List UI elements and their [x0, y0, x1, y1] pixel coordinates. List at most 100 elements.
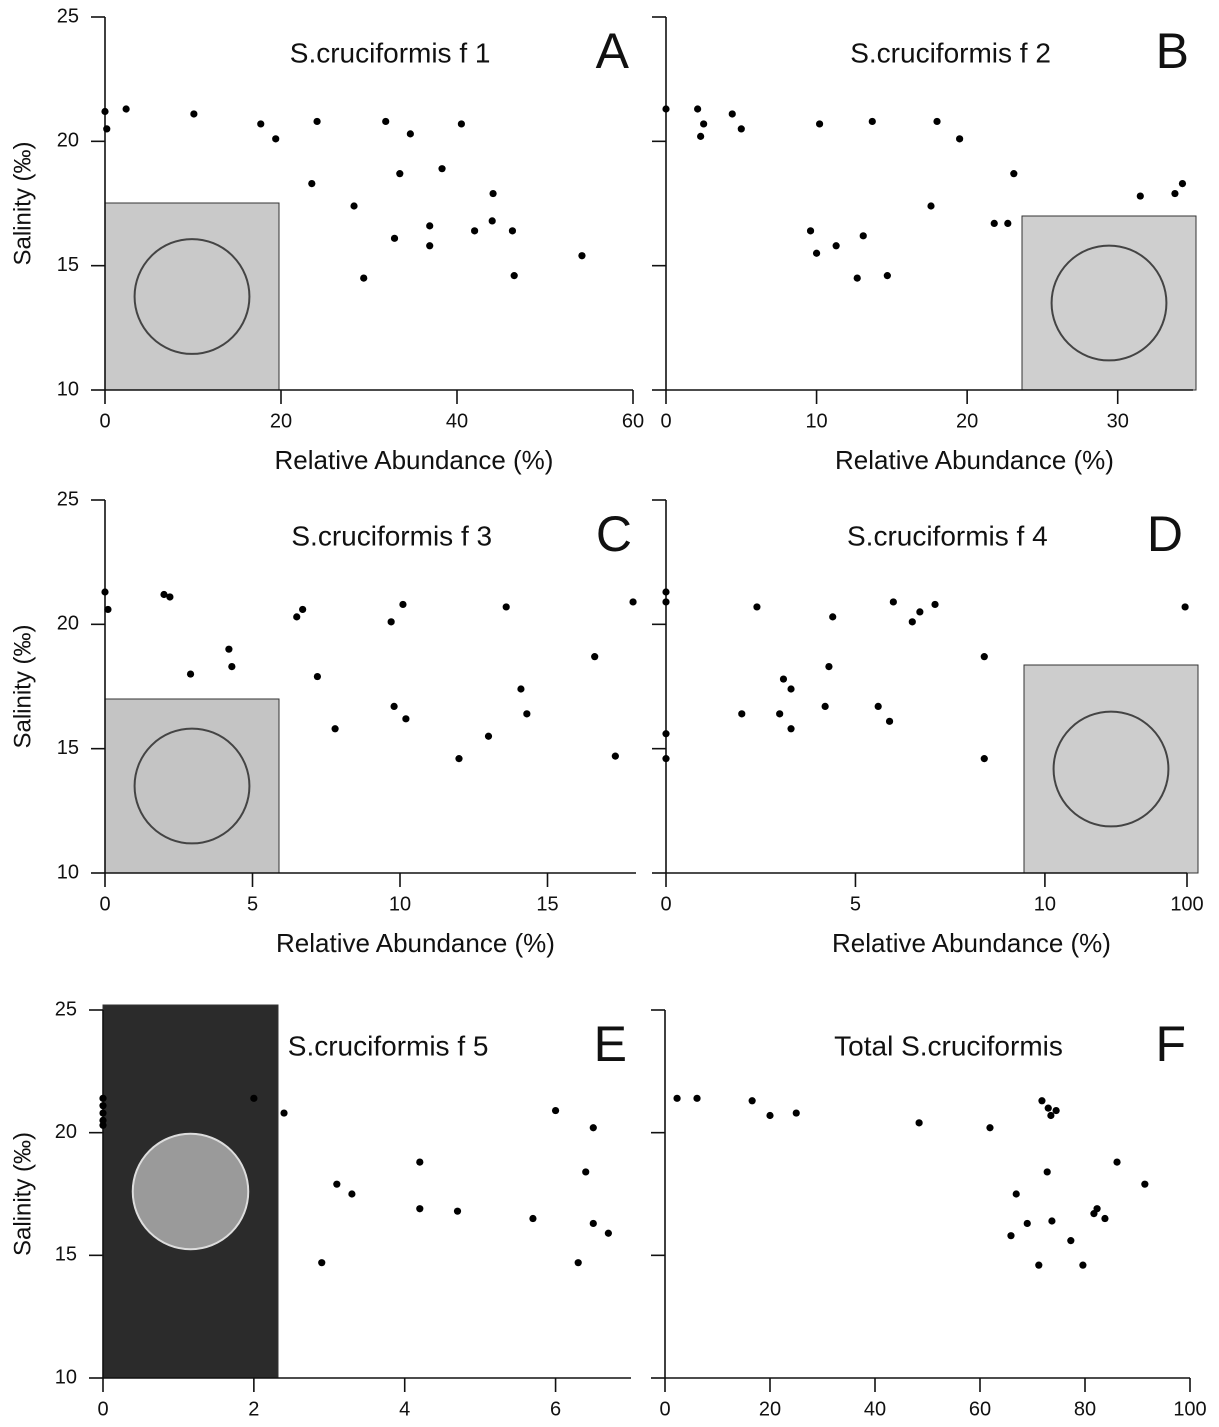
y-axis-label: Salinity (‰) [9, 624, 36, 748]
y-tick-label: 20 [57, 613, 79, 635]
data-point [551, 1106, 560, 1115]
y-axis-label: Salinity (‰) [9, 1132, 36, 1256]
data-point [1035, 1261, 1043, 1269]
data-point [604, 1229, 612, 1237]
data-point [1023, 1219, 1031, 1228]
y-tick-label: 10 [57, 861, 79, 883]
panel-label: B [1156, 23, 1189, 79]
data-point [1052, 1106, 1060, 1115]
x-tick-label: 40 [446, 410, 468, 432]
data-point [1047, 1111, 1055, 1120]
x-tick-label: 0 [99, 893, 110, 915]
y-tick-label: 15 [57, 737, 79, 759]
x-axis-label: Relative Abundance (%) [276, 928, 555, 958]
panel-title: S.cruciformis f 1 [290, 37, 491, 68]
y-tick-label: 20 [57, 130, 79, 152]
x-tick-label: 5 [850, 893, 861, 915]
y-tick-label: 20 [55, 1121, 77, 1143]
data-point [591, 653, 599, 661]
data-point [318, 1259, 326, 1267]
data-point [1043, 1168, 1051, 1176]
data-point [806, 227, 815, 235]
data-point [1079, 1261, 1087, 1269]
data-point [728, 110, 736, 118]
data-point [832, 242, 840, 250]
data-point [1048, 1217, 1056, 1225]
x-tick-label: 100 [1170, 893, 1203, 915]
data-point [99, 1094, 107, 1102]
panel-label: E [594, 1016, 627, 1072]
data-point [916, 608, 924, 616]
x-axis-label: Relative Abundance (%) [832, 928, 1111, 958]
data-point [99, 1102, 107, 1110]
data-point [662, 730, 670, 738]
data-point [396, 170, 404, 178]
data-point [426, 242, 434, 250]
data-point [829, 613, 837, 621]
y-axis-label: Salinity (‰) [9, 141, 36, 265]
data-point [980, 653, 988, 661]
data-point [662, 588, 670, 596]
panel-label: F [1155, 1016, 1186, 1072]
data-point [611, 752, 619, 760]
data-point [582, 1168, 590, 1176]
x-tick-label: 40 [864, 1398, 886, 1420]
data-point [438, 165, 446, 173]
data-point [406, 130, 414, 138]
data-point [812, 249, 821, 257]
data-point [776, 710, 784, 718]
data-point [103, 125, 111, 133]
data-point [348, 1190, 356, 1198]
data-point [225, 645, 233, 653]
data-point [293, 613, 301, 621]
x-axis-label: Relative Abundance (%) [275, 445, 554, 475]
data-point [1004, 219, 1012, 227]
data-point [99, 1121, 107, 1129]
data-point [748, 1097, 756, 1105]
data-point [104, 605, 112, 614]
data-point [331, 725, 339, 733]
data-point [517, 685, 525, 693]
x-tick-label: 6 [550, 1398, 561, 1420]
data-point [1141, 1180, 1149, 1188]
data-point [488, 217, 496, 225]
data-point [815, 120, 824, 128]
x-tick-label: 30 [1107, 410, 1129, 432]
data-point [766, 1111, 774, 1120]
data-point [508, 227, 517, 235]
data-point [589, 1219, 597, 1228]
data-point [737, 125, 745, 133]
x-tick-label: 10 [389, 893, 411, 915]
x-tick-label: 10 [1034, 893, 1056, 915]
data-point [1101, 1214, 1109, 1223]
data-point [416, 1158, 424, 1166]
data-point [662, 105, 670, 113]
x-tick-label: 0 [659, 1398, 670, 1420]
data-point [574, 1259, 582, 1267]
panel-title: S.cruciformis f 2 [850, 37, 1051, 68]
data-point [228, 663, 236, 671]
data-point [694, 105, 702, 113]
data-point [313, 117, 321, 126]
inset-specimen [131, 1132, 250, 1251]
data-point [629, 598, 637, 606]
data-point [825, 663, 833, 671]
data-point [101, 107, 109, 116]
data-point [1044, 1104, 1052, 1112]
data-point [697, 132, 705, 140]
x-tick-label: 20 [270, 410, 292, 432]
inset-photo [1023, 664, 1199, 874]
y-tick-label: 25 [57, 5, 79, 27]
data-point [390, 234, 399, 242]
data-point [308, 180, 316, 188]
data-point [1136, 192, 1144, 200]
data-point [883, 272, 891, 280]
x-tick-label: 5 [247, 893, 258, 915]
data-point [455, 755, 463, 763]
panel-title: S.cruciformis f 4 [847, 520, 1048, 551]
x-axis-label: Relative Abundance (%) [835, 445, 1114, 475]
panel-label: D [1147, 506, 1183, 562]
data-point [313, 672, 321, 681]
data-point [1010, 170, 1018, 178]
data-point [889, 598, 897, 606]
